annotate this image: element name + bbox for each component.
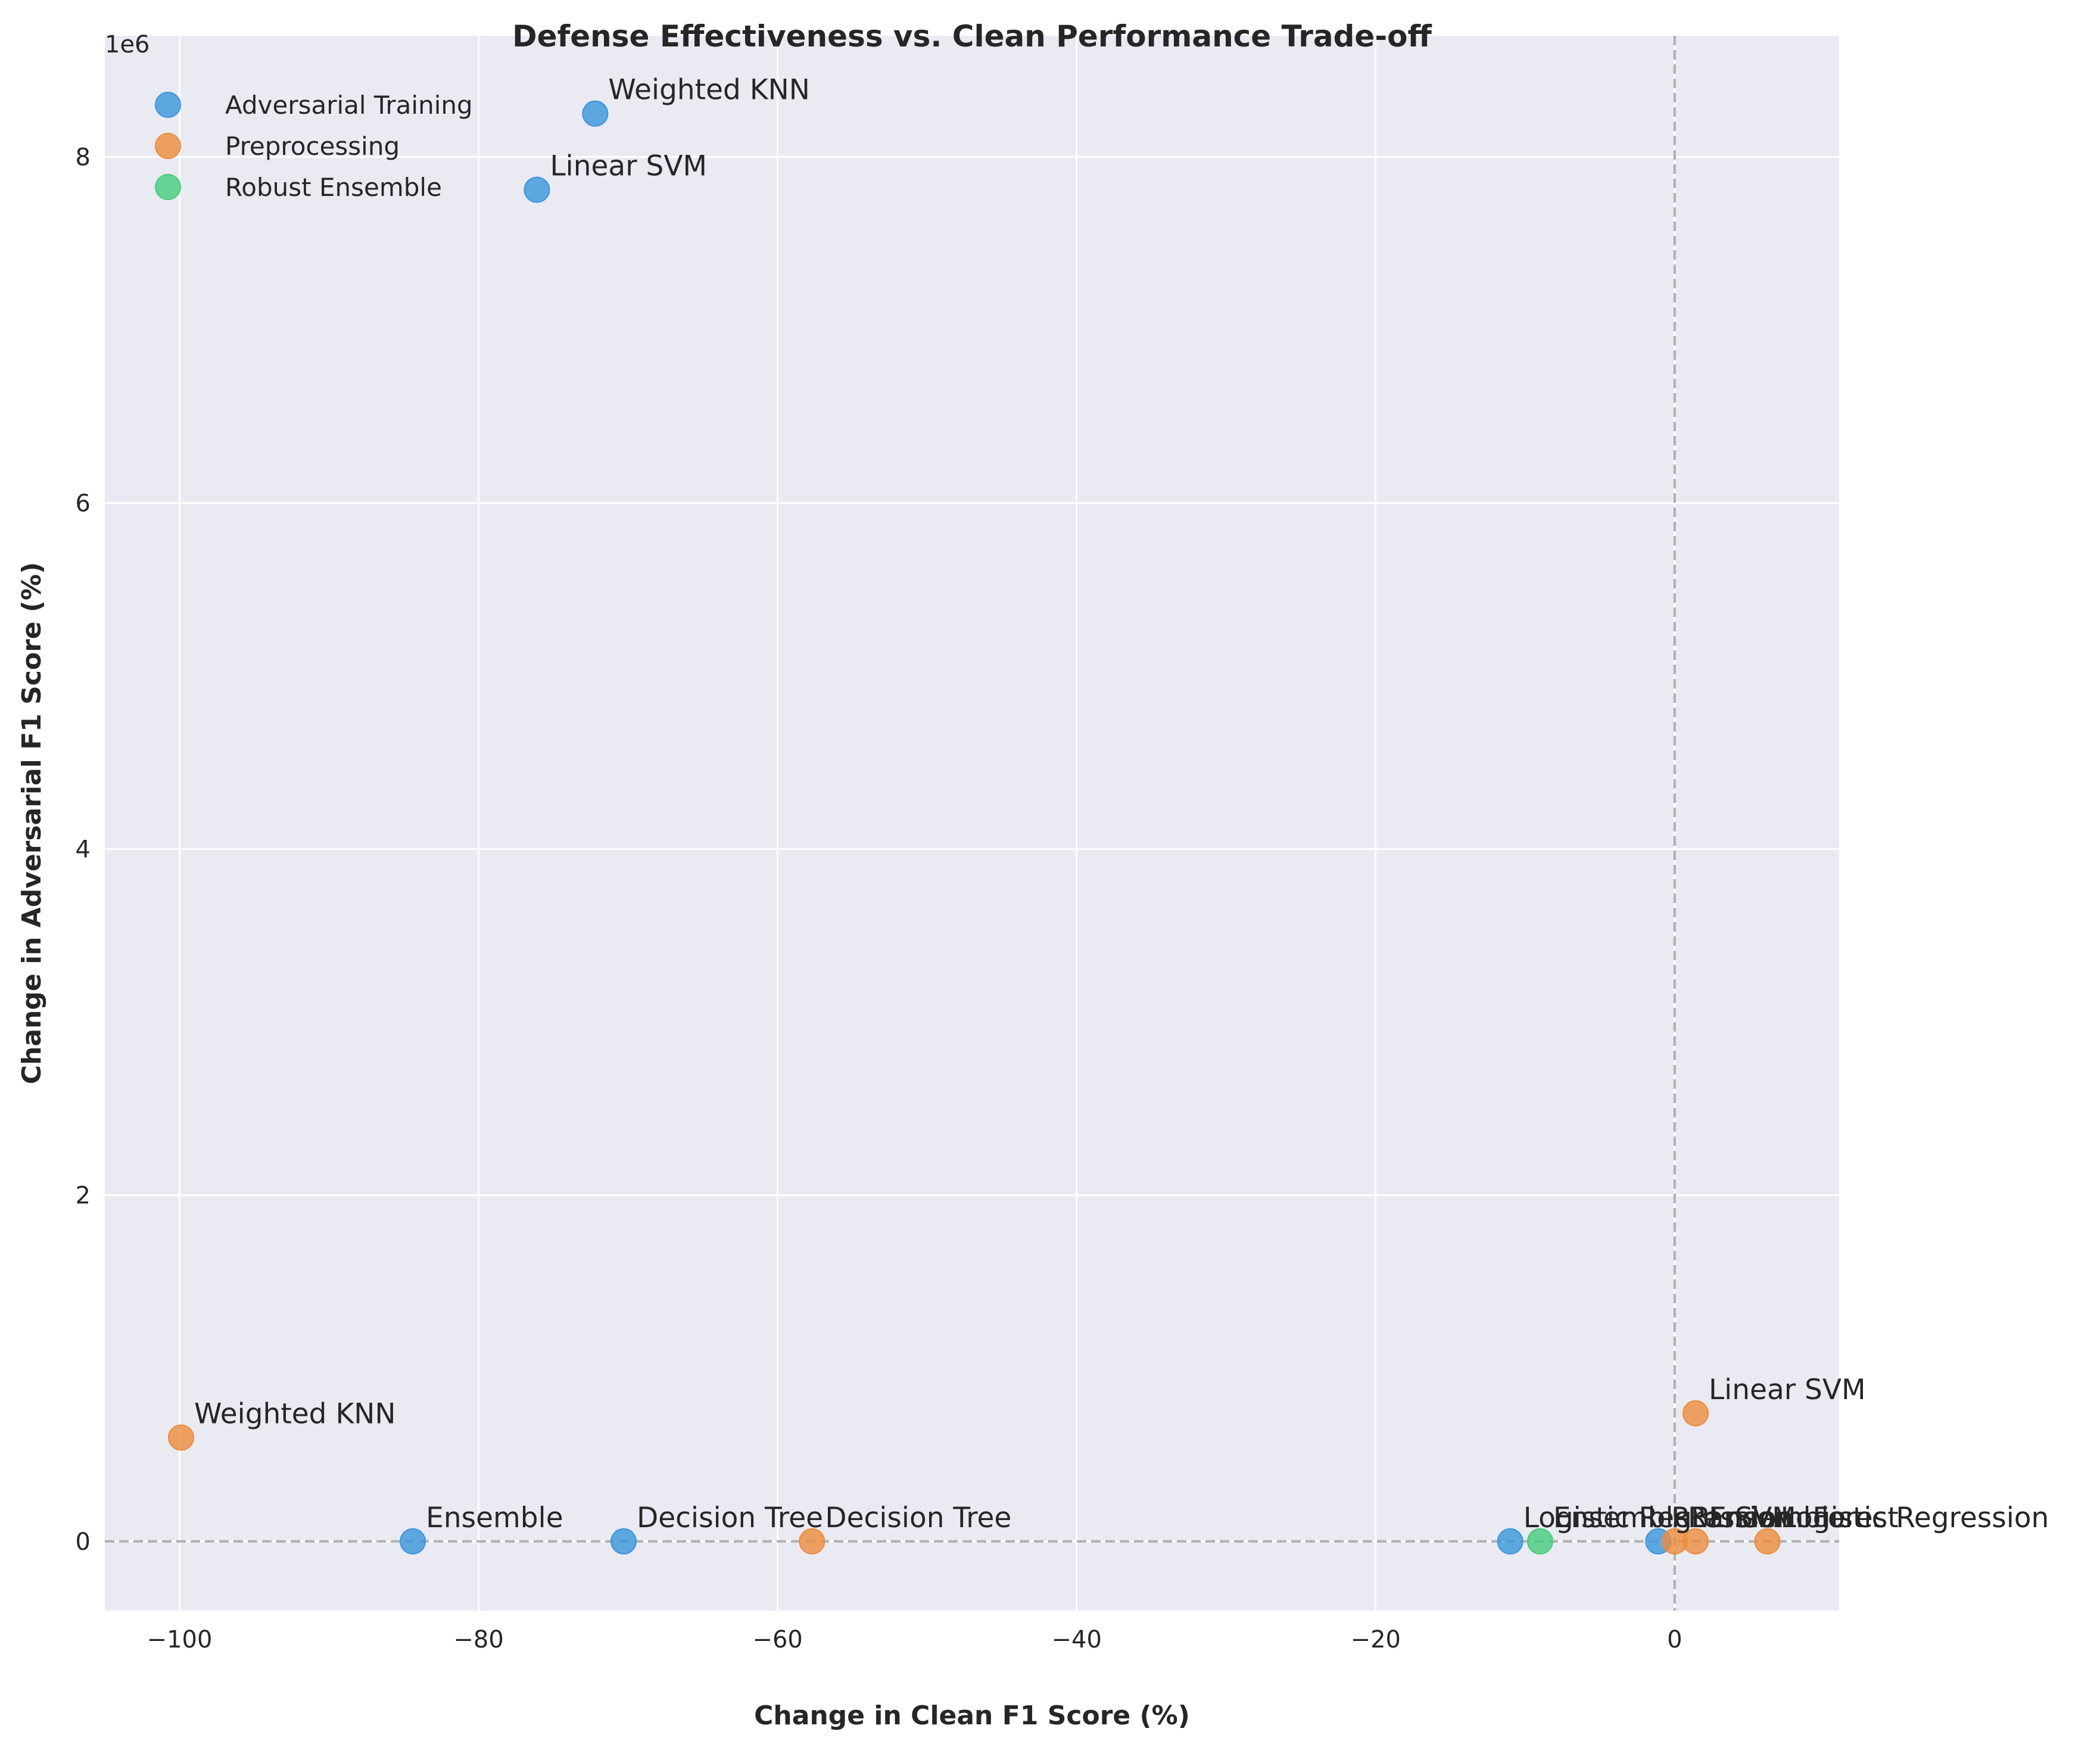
x-tick-label: −80 xyxy=(453,1626,503,1653)
x-tick-labels: −100 −80 −60 −40 −20 0 xyxy=(147,1626,1683,1653)
data-point-label: Ensemble xyxy=(426,1502,563,1534)
data-point-label: Linear SVM xyxy=(1709,1374,1866,1406)
y-axis-label: Change in Adversarial F1 Score (%) xyxy=(17,562,47,1085)
x-tick-label: 0 xyxy=(1667,1626,1682,1653)
legend: Adversarial Training Preprocessing Robust … xyxy=(155,91,473,202)
data-point xyxy=(1754,1528,1781,1555)
data-point xyxy=(1497,1528,1523,1555)
data-point xyxy=(1683,1528,1709,1555)
point-labels: Weighted KNN Linear SVM Ensemble Decision T… xyxy=(194,74,2049,1534)
x-tick-label: −40 xyxy=(1052,1626,1102,1653)
data-point xyxy=(799,1528,825,1555)
x-axis-label: Change in Clean F1 Score (%) xyxy=(754,1701,1190,1731)
data-point-label: Ensemble xyxy=(1553,1502,1690,1534)
data-point-label: Weighted KNN xyxy=(194,1397,396,1430)
y-tick-label: 6 xyxy=(76,490,91,517)
data-point-label: Decision Tree xyxy=(637,1502,823,1534)
x-tick-label: −100 xyxy=(147,1626,213,1653)
data-point xyxy=(610,1528,637,1555)
y-tick-label: 8 xyxy=(76,144,91,171)
y-tick-label: 4 xyxy=(76,836,91,864)
data-point xyxy=(582,100,609,127)
chart-title: Defense Effectiveness vs. Clean Performa… xyxy=(512,19,1432,54)
x-tick-label: −20 xyxy=(1351,1626,1401,1653)
data-point xyxy=(1526,1528,1553,1555)
plot-area xyxy=(105,36,1839,1611)
legend-marker xyxy=(155,92,181,118)
legend-marker xyxy=(155,133,181,159)
y-tick-label: 0 xyxy=(76,1528,91,1556)
y-offset-label: 1e6 xyxy=(105,31,150,58)
data-point-label: Weighted KNN xyxy=(608,74,810,107)
y-tick-labels: 0 2 4 6 8 xyxy=(76,144,91,1555)
data-point xyxy=(168,1424,195,1451)
data-point-label: Logistic Regression xyxy=(1781,1502,2049,1534)
data-point xyxy=(1683,1400,1709,1427)
legend-label: Robust Ensemble xyxy=(225,173,442,202)
data-point-label: Linear SVM xyxy=(550,150,707,183)
data-point xyxy=(400,1528,426,1555)
data-point-label: RBF SVM xyxy=(1671,1502,1796,1534)
legend-label: Preprocessing xyxy=(225,132,400,161)
data-point-label: Logistic Regression xyxy=(1523,1502,1792,1534)
data-points xyxy=(168,100,1781,1555)
data-point xyxy=(524,176,550,203)
data-point-label: Ensemble xyxy=(1709,1502,1846,1534)
data-point-label: Decision Tree xyxy=(825,1502,1011,1534)
legend-label: Adversarial Training xyxy=(225,91,473,120)
legend-marker xyxy=(155,174,181,200)
y-tick-label: 2 xyxy=(76,1182,91,1210)
data-point-label: Random Forest xyxy=(1688,1502,1899,1534)
x-tick-label: −60 xyxy=(752,1626,802,1653)
